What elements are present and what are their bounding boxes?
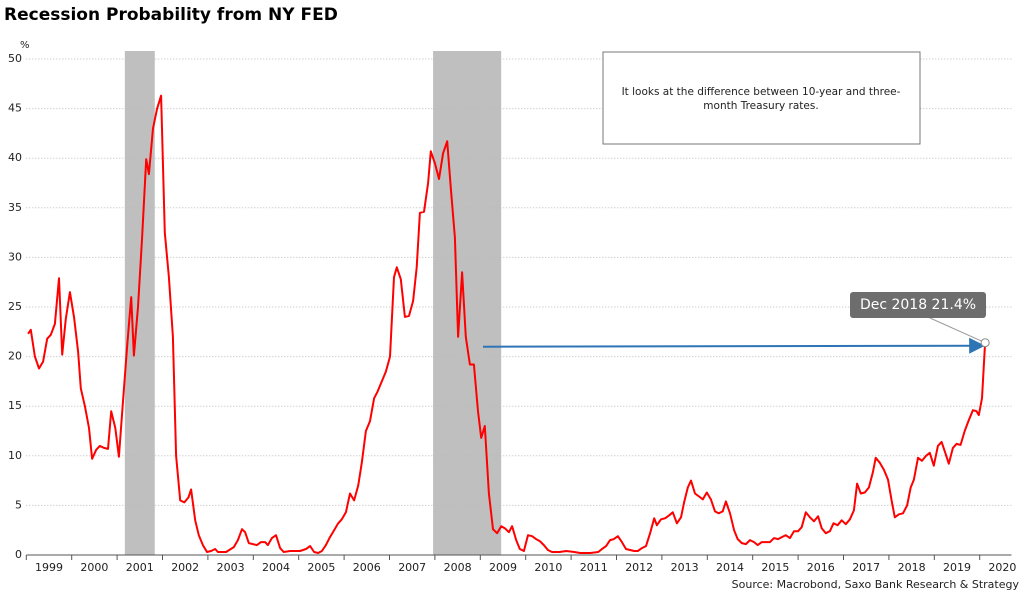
y-tick-label: 15 — [8, 399, 22, 412]
note-box — [602, 51, 921, 145]
callout-leader — [929, 317, 986, 344]
y-tick-label: 5 — [15, 498, 22, 511]
x-tick-label: 2003 — [217, 561, 245, 574]
source: Source: Macrobond, Saxo Bank Research & … — [732, 578, 1020, 591]
y-tick-label: 25 — [8, 300, 22, 313]
x-tick-label: 2013 — [671, 561, 699, 574]
x-tick-label: 2000 — [80, 561, 108, 574]
note-line: It looks at the difference between 10-ye… — [622, 86, 901, 98]
callout-label: Dec 2018 21.4% — [860, 297, 976, 313]
x-tick-label: 2018 — [898, 561, 926, 574]
x-tick-label: 2009 — [489, 561, 517, 574]
y-unit: % — [20, 40, 30, 51]
x-tick-label: 2019 — [943, 561, 971, 574]
recession-shade — [433, 51, 502, 555]
x-tick-label: 2011 — [580, 561, 608, 574]
y-tick-label: 10 — [8, 449, 22, 462]
x-tick-label: 2007 — [398, 561, 426, 574]
y-tick-label: 40 — [8, 151, 22, 164]
x-tick-label: 1999 — [35, 561, 63, 574]
x-tick-label: 2020 — [988, 561, 1016, 574]
y-tick-label: 0 — [15, 548, 22, 561]
y-tick-label: 45 — [8, 102, 22, 115]
data-line — [27, 94, 987, 554]
x-tick-label: 2004 — [262, 561, 290, 574]
x-tick-label: 2015 — [761, 561, 789, 574]
y-tick-label: 20 — [8, 350, 22, 363]
x-tick-label: 2006 — [353, 561, 381, 574]
arrow — [482, 337, 986, 354]
y-tick-label: 35 — [8, 201, 22, 214]
x-tick-label: 2014 — [716, 561, 744, 574]
x-tick-label: 2001 — [126, 561, 154, 574]
x-tick-label: 2017 — [852, 561, 880, 574]
y-tick-label: 30 — [8, 250, 22, 263]
x-tick-label: 2012 — [625, 561, 653, 574]
x-tick-label: 2008 — [444, 561, 472, 574]
callout-point — [980, 338, 990, 348]
recession-shade — [124, 51, 155, 555]
x-tick-label: 2002 — [171, 561, 199, 574]
x-tick-label: 2016 — [807, 561, 835, 574]
x-tick-label: 2010 — [534, 561, 562, 574]
plot-area: 0 5 10 15 20 25 30 35 40 45 50 1999 2000 2001 2002 2003… — [8, 51, 1016, 574]
note-line: month Treasury rates. — [703, 100, 818, 112]
callout-box — [850, 292, 986, 318]
y-tick-label: 50 — [8, 52, 22, 65]
x-tick-label: 2005 — [307, 561, 335, 574]
chart-title: Recession Probability from NY FED — [4, 5, 338, 25]
